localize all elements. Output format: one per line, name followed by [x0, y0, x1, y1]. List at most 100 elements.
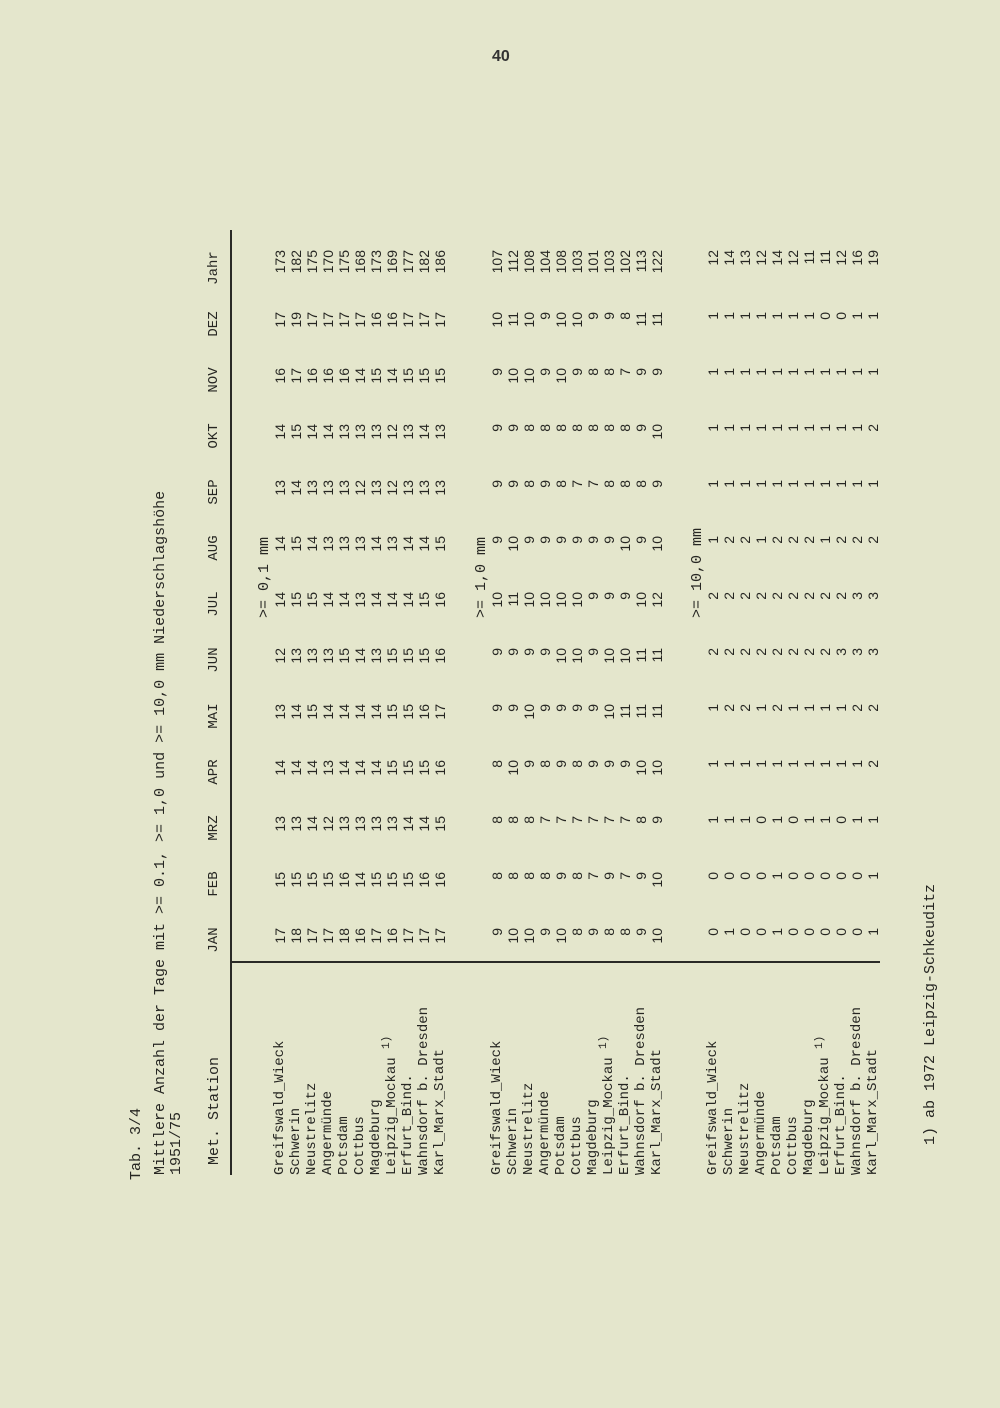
- station-name: Greifswald_Wieck: [272, 1041, 288, 1175]
- table-cell: 13: [272, 816, 288, 832]
- table-cell: 9: [489, 928, 505, 936]
- table-cell: 16: [432, 760, 448, 776]
- table-cell: 9: [617, 760, 633, 768]
- station-name: Leipzig_Mockau 1): [381, 1036, 401, 1175]
- table-cell: 2: [737, 536, 753, 544]
- table-cell: 1: [705, 368, 721, 376]
- table-cell: 173: [272, 250, 288, 274]
- table-cell: 2: [721, 704, 737, 712]
- table-cell: 14: [320, 424, 336, 440]
- table-cell: 0: [849, 928, 865, 936]
- station-label: Potsdam: [769, 1116, 785, 1175]
- table-cell: 14: [400, 592, 416, 608]
- table-cell: 1: [705, 424, 721, 432]
- table-cell: 13: [288, 816, 304, 832]
- table-cell: 10: [489, 592, 505, 608]
- table-cell: 1: [721, 816, 737, 824]
- table-cell: 13: [272, 704, 288, 720]
- table-cell: 10: [649, 536, 665, 552]
- table-cell: 14: [352, 872, 368, 888]
- table-cell: 13: [384, 816, 400, 832]
- station-name: Leipzig_Mockau 1): [598, 1036, 618, 1175]
- table-cell: 15: [304, 592, 320, 608]
- table-cell: 18: [336, 928, 352, 944]
- table-cell: 0: [737, 928, 753, 936]
- table-cell: 107: [489, 250, 505, 274]
- table-cell: 0: [817, 312, 833, 320]
- table-cell: 1: [785, 480, 801, 488]
- station-label: Angermünde: [753, 1090, 769, 1175]
- threshold-label: >= 0,1 mm: [256, 536, 273, 618]
- table-cell: 15: [416, 368, 432, 384]
- table-cell: 8: [617, 424, 633, 432]
- table-cell: 2: [833, 536, 849, 544]
- table-cell: 1: [817, 536, 833, 544]
- table-cell: 15: [400, 872, 416, 888]
- header-rule: [230, 230, 232, 1175]
- table-cell: 15: [384, 872, 400, 888]
- table-cell: 8: [521, 480, 537, 488]
- table-cell: 0: [801, 872, 817, 880]
- station-label: Magdeburg: [368, 1099, 384, 1175]
- station-label: Schwerin: [721, 1107, 737, 1175]
- table-cell: 2: [833, 592, 849, 600]
- table-cell: 2: [801, 648, 817, 656]
- table-cell: 13: [336, 536, 352, 552]
- table-cell: 1: [721, 480, 737, 488]
- table-cell: 0: [705, 872, 721, 880]
- station-name: Magdeburg: [801, 1099, 817, 1175]
- table-cell: 13: [384, 536, 400, 552]
- table-cell: 108: [553, 250, 569, 274]
- station-name: Cottbus: [785, 1116, 801, 1175]
- table-cell: 1: [705, 312, 721, 320]
- table-cell: 1: [833, 760, 849, 768]
- table-cell: 16: [384, 312, 400, 328]
- table-cell: 13: [320, 648, 336, 664]
- table-cell: 15: [432, 536, 448, 552]
- table-cell: 10: [617, 648, 633, 664]
- table-cell: 2: [705, 592, 721, 600]
- column-header-apr: APR: [206, 759, 222, 785]
- table-cell: 8: [489, 760, 505, 768]
- table-cell: 1: [753, 760, 769, 768]
- table-cell: 182: [416, 250, 432, 274]
- table-cell: 8: [537, 760, 553, 768]
- table-cell: 0: [817, 872, 833, 880]
- table-cell: 7: [617, 816, 633, 824]
- table-cell: 14: [288, 480, 304, 496]
- table-cell: 9: [601, 536, 617, 544]
- table-cell: 1: [785, 312, 801, 320]
- table-cell: 15: [384, 648, 400, 664]
- table-cell: 16: [320, 368, 336, 384]
- table-cell: 14: [304, 424, 320, 440]
- station-label: Wahnsdorf b. Dresden: [849, 1006, 865, 1175]
- table-cell: 14: [352, 368, 368, 384]
- station-name: Neustrelitz: [304, 1083, 320, 1175]
- table-cell: 2: [801, 536, 817, 544]
- table-cell: 17: [416, 928, 432, 944]
- table-cell: 2: [865, 536, 881, 544]
- table-cell: 13: [336, 424, 352, 440]
- station-name: Angermünde: [320, 1091, 336, 1175]
- column-header-aug: AUG: [206, 535, 222, 561]
- column-header-nov: NOV: [206, 367, 222, 393]
- table-cell: 17: [352, 312, 368, 328]
- table-cell: 12: [785, 250, 801, 266]
- station-label: Karl_Marx_Stadt: [649, 1048, 665, 1175]
- station-label: Erfurt_Bind.: [400, 1074, 416, 1175]
- table-cell: 9: [553, 536, 569, 544]
- table-cell: 15: [304, 872, 320, 888]
- table-cell: 15: [368, 872, 384, 888]
- table-cell: 8: [521, 872, 537, 880]
- table-cell: 15: [368, 368, 384, 384]
- station-name: Erfurt_Bind.: [400, 1074, 416, 1175]
- table-cell: 9: [505, 424, 521, 432]
- table-cell: 13: [304, 480, 320, 496]
- table-cell: 12: [352, 480, 368, 496]
- table-cell: 13: [336, 480, 352, 496]
- table-cell: 9: [569, 704, 585, 712]
- table-cell: 1: [737, 816, 753, 824]
- table-cell: 1: [833, 704, 849, 712]
- table-cell: 11: [633, 648, 649, 663]
- table-cell: 17: [320, 312, 336, 328]
